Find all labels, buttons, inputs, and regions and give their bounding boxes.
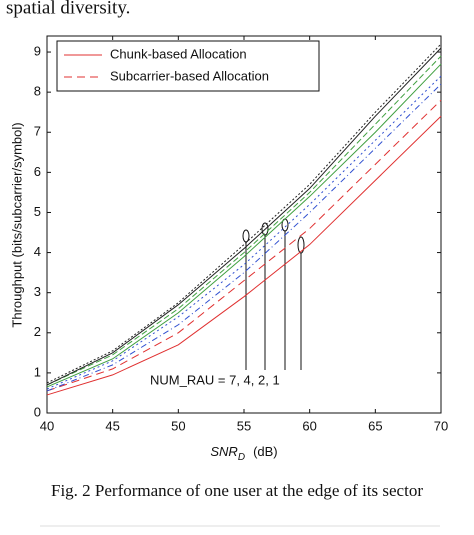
series-line: [46, 99, 442, 392]
marker-ellipse: [297, 236, 305, 254]
series-line: [46, 55, 442, 386]
x-tick-label: 65: [368, 418, 382, 433]
x-tick-label: 60: [302, 418, 316, 433]
x-label-sub: D: [238, 452, 245, 463]
legend-box: [56, 40, 320, 92]
header-text: spatial diversity.: [6, 0, 130, 18]
x-label-main: SNR: [210, 444, 237, 459]
x-tick-label: 55: [237, 418, 251, 433]
series-line: [46, 43, 442, 384]
x-tick-label: 70: [434, 418, 448, 433]
series-line: [46, 63, 442, 388]
legend-label: Chunk-based Allocation: [110, 46, 247, 61]
series-line: [46, 83, 442, 392]
y-tick-label: 9: [34, 43, 41, 58]
y-tick-label: 6: [34, 164, 41, 179]
legend-label: Subcarrier-based Allocation: [110, 68, 269, 83]
x-tick-label: 40: [40, 418, 54, 433]
annotation: NUM_RAU = 7, 4, 2, 1: [150, 372, 280, 387]
x-label-unit: (dB): [253, 444, 278, 459]
y-tick-label: 3: [34, 284, 41, 299]
caption: Fig. 2 Performance of one user at the ed…: [51, 481, 423, 500]
x-tick-label: 50: [171, 418, 185, 433]
y-tick-label: 7: [34, 124, 41, 139]
y-tick-label: 2: [34, 324, 41, 339]
y-tick-label: 8: [34, 84, 41, 99]
x-axis-label: SNRD (dB): [210, 444, 277, 462]
series-line: [46, 75, 442, 390]
series-line: [46, 115, 442, 396]
y-tick-label: 0: [34, 404, 41, 419]
y-tick-label: 4: [34, 244, 41, 259]
y-tick-label: 1: [34, 364, 41, 379]
y-axis-label: Throughput (bits/subcarrier/symbol): [9, 122, 24, 327]
series-line: [46, 47, 442, 386]
y-tick-label: 5: [34, 204, 41, 219]
x-tick-label: 45: [105, 418, 119, 433]
